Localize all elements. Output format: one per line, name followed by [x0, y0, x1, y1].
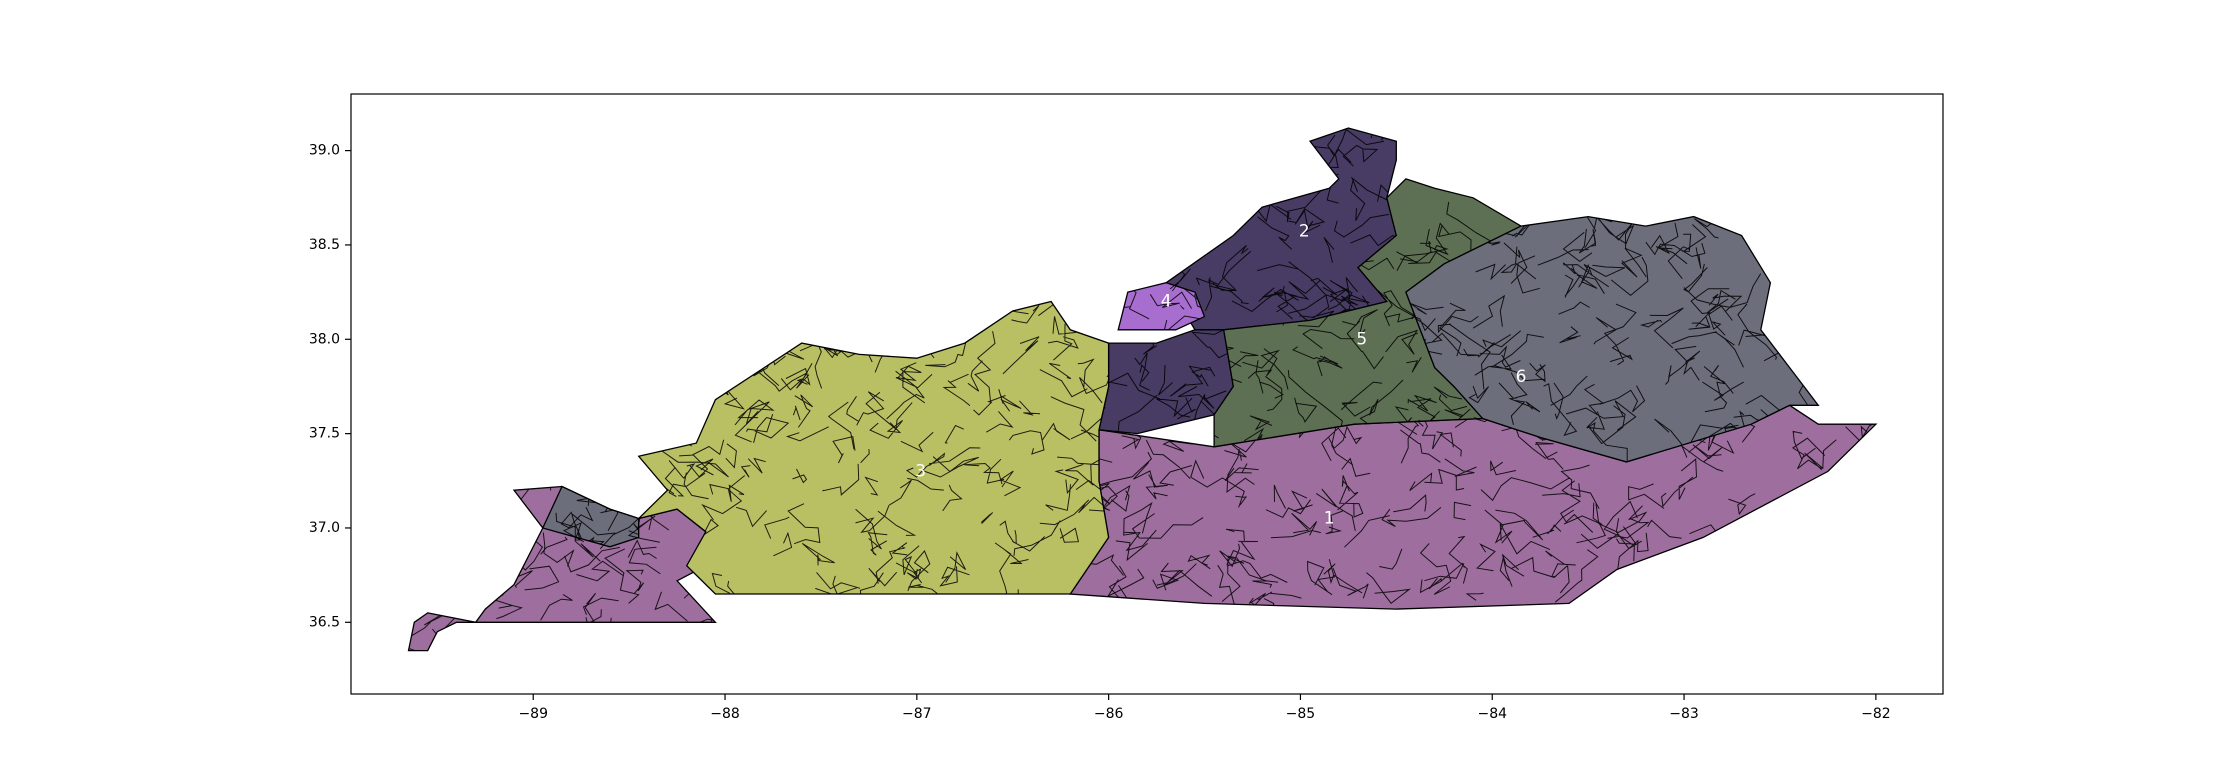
district-5-label: 5 [1356, 329, 1367, 349]
x-tick-label: −87 [902, 706, 932, 722]
district-3-area-1 [636, 300, 1110, 595]
axes-frame [350, 93, 1944, 695]
y-tick-label: 37.5 [309, 426, 340, 442]
y-axis-ticks: 36.5 37.0 37.5 38.0 38.5 39.0 [309, 143, 351, 630]
district-3-label: 3 [915, 461, 926, 481]
y-tick-label: 38.0 [309, 331, 340, 347]
y-tick-label: 38.5 [309, 237, 340, 253]
district-2-area-2 [1098, 329, 1234, 435]
y-tick-label: 37.0 [309, 520, 340, 536]
x-tick-label: −83 [1669, 706, 1699, 722]
district-1-area-1 [1069, 404, 1878, 610]
x-axis-ticks: −89 −88 −87 −86 −85 −84 −83 −82 [518, 694, 1891, 722]
x-tick-label: −85 [1286, 706, 1316, 722]
precinct-lines-district-2 [1099, 329, 1234, 434]
x-tick-label: −89 [518, 706, 548, 722]
precinct-lines-district-6 [1405, 216, 1819, 462]
district-labels: 1 2 3 4 5 6 [915, 222, 1526, 529]
district-1-label: 1 [1324, 509, 1335, 529]
x-tick-label: −88 [710, 706, 740, 722]
y-tick-label: 36.5 [309, 614, 340, 630]
x-tick-label: −82 [1861, 706, 1891, 722]
y-tick-label: 39.0 [309, 143, 340, 159]
x-tick-label: −86 [1094, 706, 1124, 722]
district-6-area-1 [1405, 215, 1820, 463]
x-tick-label: −84 [1477, 706, 1507, 722]
district-2-label: 2 [1299, 222, 1310, 242]
district-6-label: 6 [1516, 367, 1527, 387]
district-4-label: 4 [1161, 292, 1172, 312]
